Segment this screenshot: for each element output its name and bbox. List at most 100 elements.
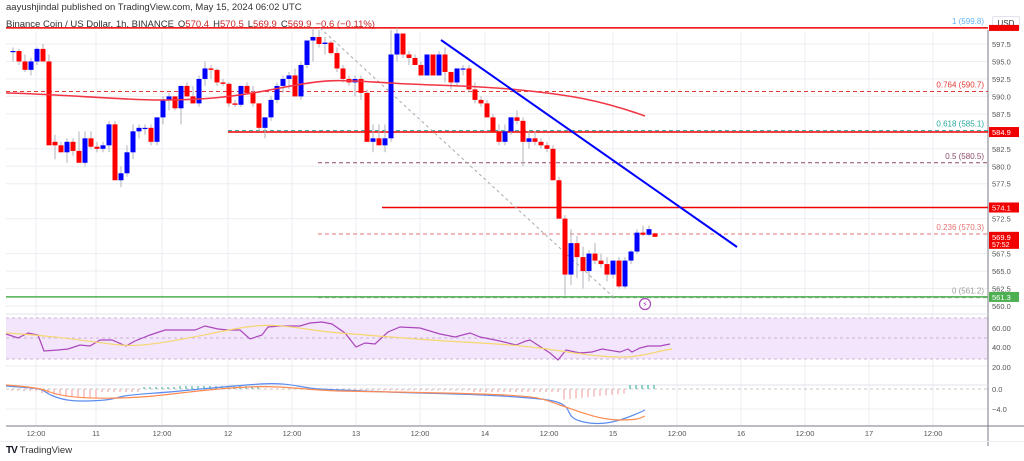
candle-body	[154, 117, 160, 142]
candle-body	[424, 54, 430, 76]
candle-body	[160, 99, 166, 118]
candle-body	[322, 42, 328, 44]
fib-level-label: 0.618 (585.1)	[936, 120, 984, 129]
candle-body	[304, 40, 310, 65]
moving-average-line	[5, 79, 646, 117]
candle-body	[580, 257, 586, 272]
candle-body	[46, 61, 52, 146]
price-axis-tick: 565.0	[992, 267, 1011, 276]
published-byline: aayushjindal published on TradingView.co…	[6, 2, 302, 13]
time-axis-tick: 12:00	[668, 429, 687, 438]
price-badge-value: 584.9	[992, 128, 1011, 137]
candlestick-series[interactable]	[10, 27, 658, 296]
price-axis-tick: 590.0	[992, 92, 1011, 101]
candle-body	[448, 71, 454, 83]
price-axis-tick: 572.5	[992, 215, 1011, 224]
candle-body	[136, 127, 142, 132]
price-axis-tick: 562.5	[992, 285, 1011, 294]
price-badge	[989, 127, 1019, 138]
macd-signal-line	[5, 384, 646, 421]
candle-body	[586, 253, 592, 272]
macd-histogram	[11, 385, 655, 400]
time-axis-tick: 12:00	[411, 429, 430, 438]
price-axis-tick: 560.0	[992, 302, 1011, 311]
candle-body	[550, 148, 556, 181]
candle-body	[280, 78, 286, 86]
candle-body	[418, 64, 424, 76]
open-label: O	[177, 19, 186, 30]
candle-body	[316, 37, 322, 44]
symbol-name[interactable]: Binance Coin / US Dollar, 1h, BINANCE	[6, 19, 174, 30]
candle-body	[610, 260, 616, 275]
candle-body	[310, 37, 316, 41]
candle-body	[514, 117, 520, 121]
candle-body	[568, 243, 574, 275]
price-axis-tick: 595.0	[992, 57, 1011, 66]
candle-body	[268, 99, 274, 118]
candle-body	[364, 92, 370, 142]
candle-body	[274, 85, 280, 100]
candle-body	[388, 54, 394, 139]
candle-countdown: 57:52	[992, 242, 1010, 249]
time-axis-tick: 12:00	[540, 429, 559, 438]
close-label: C	[280, 19, 288, 30]
time-axis-tick: 12:00	[796, 429, 815, 438]
candle-body	[16, 50, 22, 62]
candle-body	[400, 33, 406, 55]
brand-name: TradingView	[19, 445, 73, 456]
candle-body	[100, 145, 106, 149]
time-axis-tick: 17	[865, 429, 873, 438]
candle-body	[166, 96, 172, 100]
candle-body	[412, 57, 418, 65]
candle-body	[652, 233, 658, 237]
candle-body	[106, 124, 112, 146]
candle-body	[640, 232, 646, 235]
candle-body	[196, 78, 202, 104]
candle-body	[70, 141, 76, 151]
candle-body	[214, 69, 220, 83]
candle-body	[220, 82, 226, 84]
candle-body	[484, 103, 490, 118]
candle-body	[22, 61, 28, 70]
candle-body	[544, 145, 550, 149]
candle-body	[286, 75, 292, 79]
candle-body	[646, 229, 652, 235]
symbol-legend: Binance Coin / US Dollar, 1h, BINANCE O5…	[6, 17, 375, 32]
candle-body	[442, 54, 448, 72]
candle-body	[10, 50, 16, 53]
candle-body	[232, 103, 238, 105]
candle-body	[460, 68, 466, 70]
candle-body	[256, 103, 262, 128]
candle-body	[250, 92, 256, 104]
candle-body	[142, 127, 148, 130]
rsi-axis-tick: 60.00	[992, 324, 1011, 333]
candle-body	[538, 141, 544, 146]
candle-body	[148, 127, 154, 142]
candle-body	[526, 138, 532, 142]
candle-body	[88, 138, 94, 147]
price-axis-tick: 567.5	[992, 250, 1011, 259]
candle-body	[118, 173, 124, 181]
candle-body	[478, 99, 484, 104]
candle-body	[172, 96, 178, 109]
price-axis-tick: 582.5	[992, 145, 1011, 154]
rsi-line	[5, 321, 671, 361]
tradingview-brand[interactable]: TV TradingView	[6, 445, 72, 456]
candle-body	[436, 54, 442, 76]
candle-body	[472, 89, 478, 100]
price-badge	[989, 202, 1019, 213]
event-lightning-icon[interactable]: ⚡	[638, 297, 652, 311]
open-value: 570.4	[185, 19, 210, 30]
candle-body	[244, 85, 250, 93]
time-axis-tick: 13	[352, 429, 360, 438]
time-axis-tick: 12:00	[924, 429, 943, 438]
trendline-bearish[interactable]	[440, 39, 738, 248]
candle-body	[508, 117, 514, 132]
macd-axis-tick: −4.0	[992, 405, 1007, 414]
fib-level-label: 1 (599.8)	[952, 17, 984, 26]
event-circle	[638, 297, 652, 311]
candle-body	[556, 180, 562, 219]
candle-body	[406, 54, 412, 58]
candle-body	[340, 68, 346, 79]
